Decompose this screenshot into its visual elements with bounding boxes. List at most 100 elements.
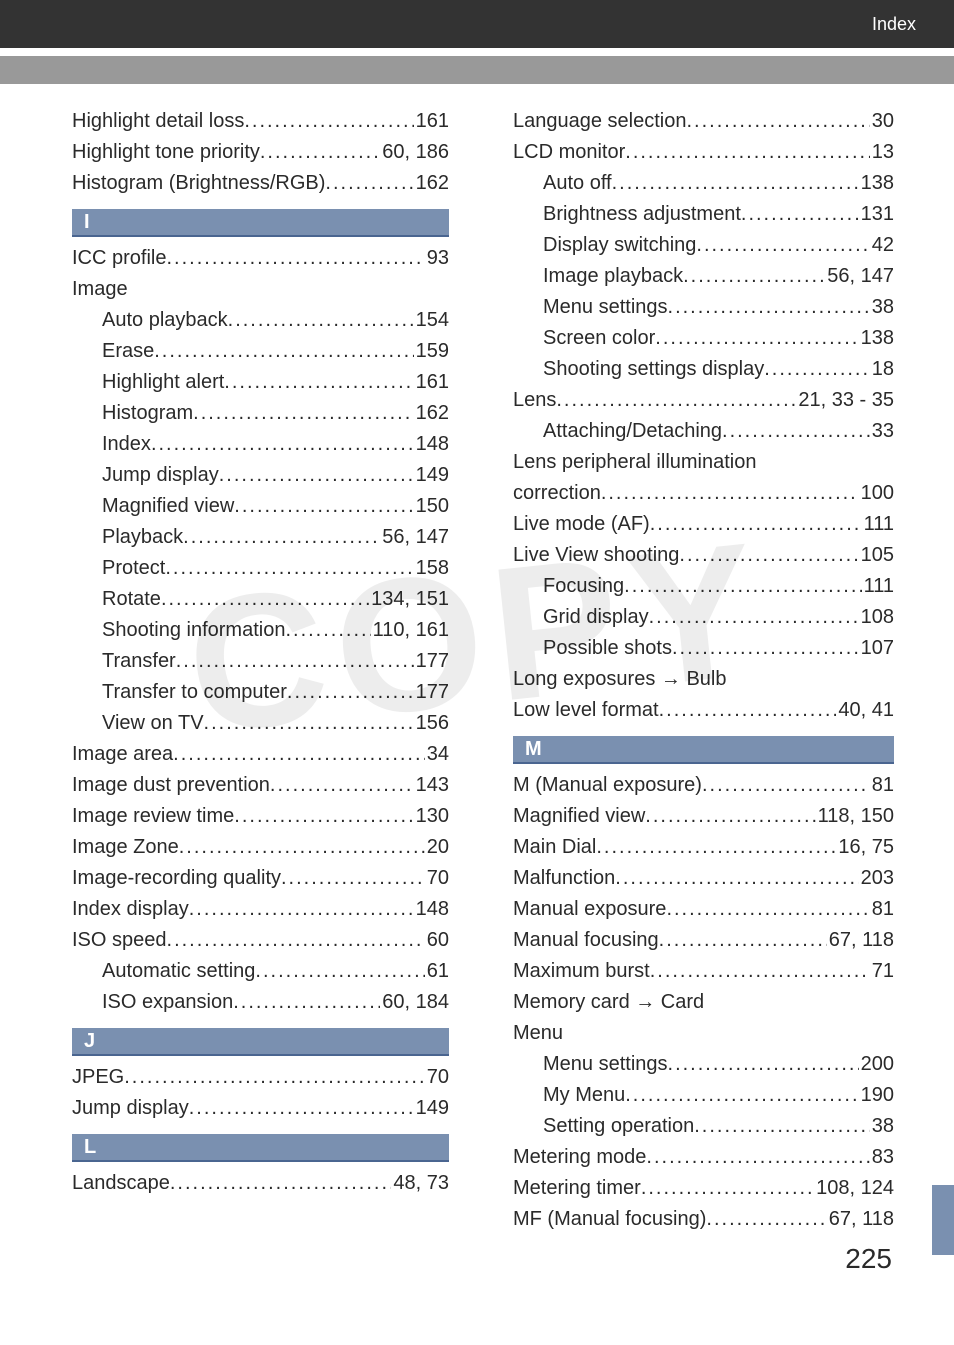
index-entry-label: Image Zone	[72, 832, 179, 863]
index-entry-label: View on TV	[102, 708, 204, 739]
index-entry-leader	[655, 323, 858, 354]
index-entry-pages: 70	[425, 1062, 449, 1093]
index-entry: Automatic setting61	[72, 956, 449, 987]
index-entry-leader	[161, 584, 369, 615]
index-entry: Image	[72, 274, 449, 305]
index-entry-leader	[260, 137, 380, 168]
index-entry-label: Landscape	[72, 1168, 170, 1199]
index-entry-label: Transfer	[102, 646, 176, 677]
index-entry: Playback56, 147	[72, 522, 449, 553]
index-entry-label: Image-recording quality	[72, 863, 281, 894]
index-entry-pages: 130	[414, 801, 449, 832]
index-entry-pages: 149	[414, 460, 449, 491]
index-entry-label: Highlight detail loss	[72, 106, 244, 137]
index-entry-leader	[281, 863, 425, 894]
page-number: 225	[0, 1235, 954, 1275]
index-entry: Auto off138	[513, 168, 894, 199]
index-entry: JPEG70	[72, 1062, 449, 1093]
index-entry: Attaching/Detaching33	[513, 416, 894, 447]
index-entry-leader	[672, 633, 859, 664]
index-entry-label: Jump display	[72, 1093, 189, 1124]
index-entry-pages: 134, 151	[369, 584, 449, 615]
index-entry-pages: 13	[870, 137, 894, 168]
index-entry-pages: 18	[870, 354, 894, 385]
index-entry: Metering timer108, 124	[513, 1173, 894, 1204]
index-entry: Image Zone20	[72, 832, 449, 863]
index-entry-leader	[741, 199, 859, 230]
index-entry-label: Memory card → Card	[513, 987, 704, 1018]
index-entry: ICC profile93	[72, 243, 449, 274]
index-entry: Focusing111	[513, 571, 894, 602]
index-entry: Memory card → Card	[513, 987, 894, 1018]
index-entry-pages: 161	[414, 367, 449, 398]
index-entry-leader	[189, 1093, 414, 1124]
index-entry: Auto playback154	[72, 305, 449, 336]
index-entry-label: Highlight alert	[102, 367, 224, 398]
index-entry: Magnified view150	[72, 491, 449, 522]
index-entry-leader	[234, 801, 413, 832]
index-entry-label: correction	[513, 478, 601, 509]
index-entry-pages: 48, 73	[391, 1168, 449, 1199]
index-entry-leader	[325, 168, 413, 199]
index-entry: correction100	[513, 478, 894, 509]
index-entry-leader	[193, 398, 413, 429]
index-entry-leader	[233, 987, 380, 1018]
index-entry-leader	[176, 646, 414, 677]
index-entry-pages: 111	[862, 571, 894, 602]
index-entry-leader	[255, 956, 424, 987]
index-entry-leader	[179, 832, 425, 863]
index-entry-leader	[556, 385, 796, 416]
index-entry: Lens peripheral illumination	[513, 447, 894, 478]
index-entry-label: Histogram	[102, 398, 193, 429]
index-entry-pages: 110, 161	[371, 615, 449, 646]
index-entry-leader	[722, 416, 870, 447]
index-entry-leader	[219, 460, 414, 491]
index-entry-label: Low level format	[513, 695, 659, 726]
index-entry-leader	[650, 956, 870, 987]
index-entry: Jump display149	[72, 1093, 449, 1124]
index-entry: Manual focusing67, 118	[513, 925, 894, 956]
index-entry: Live mode (AF)111	[513, 509, 894, 540]
index-entry-pages: 38	[870, 1111, 894, 1142]
index-entry-leader	[683, 261, 825, 292]
index-entry-leader	[154, 336, 413, 367]
index-entry: Highlight alert 161	[72, 367, 449, 398]
index-entry: Lens21, 33 - 35	[513, 385, 894, 416]
index-entry-leader	[668, 1049, 859, 1080]
index-entry: Manual exposure81	[513, 894, 894, 925]
index-entry-pages: 71	[870, 956, 894, 987]
index-entry-label: Rotate	[102, 584, 161, 615]
index-entry-leader	[612, 168, 859, 199]
index-entry: MF (Manual focusing)67, 118	[513, 1204, 894, 1235]
index-entry-leader	[167, 925, 425, 956]
index-entry-pages: 159	[414, 336, 449, 367]
index-entry-label: Image dust prevention	[72, 770, 270, 801]
index-entry-leader	[649, 602, 859, 633]
index-entry-leader	[666, 894, 869, 925]
header-band	[0, 56, 954, 84]
index-entry-leader	[659, 695, 837, 726]
index-entry: Rotate 134, 151	[72, 584, 449, 615]
page-title: Index	[872, 14, 916, 35]
index-entry: Histogram 162	[72, 398, 449, 429]
index-entry-leader	[204, 708, 414, 739]
index-entry-label: ISO expansion	[102, 987, 233, 1018]
index-entry: Screen color138	[513, 323, 894, 354]
index-entry-pages: 162	[414, 398, 449, 429]
index-entry-leader	[624, 571, 861, 602]
section-heading-m: M	[513, 736, 894, 764]
index-entry-pages: 16, 75	[836, 832, 894, 863]
index-entry-pages: 107	[859, 633, 894, 664]
index-entry-label: Manual focusing	[513, 925, 659, 956]
index-entry-label: Manual exposure	[513, 894, 666, 925]
index-entry-leader	[189, 894, 414, 925]
index-entry-pages: 111	[862, 509, 894, 540]
index-entry: Possible shots107	[513, 633, 894, 664]
index-entry: Protect158	[72, 553, 449, 584]
index-entry-leader	[170, 1168, 392, 1199]
index-entry-label: Language selection	[513, 106, 686, 137]
index-entry-label: Menu settings	[543, 292, 668, 323]
index-entry: Image area34	[72, 739, 449, 770]
index-entry: Shooting information110, 161	[72, 615, 449, 646]
index-entry-leader	[287, 677, 414, 708]
